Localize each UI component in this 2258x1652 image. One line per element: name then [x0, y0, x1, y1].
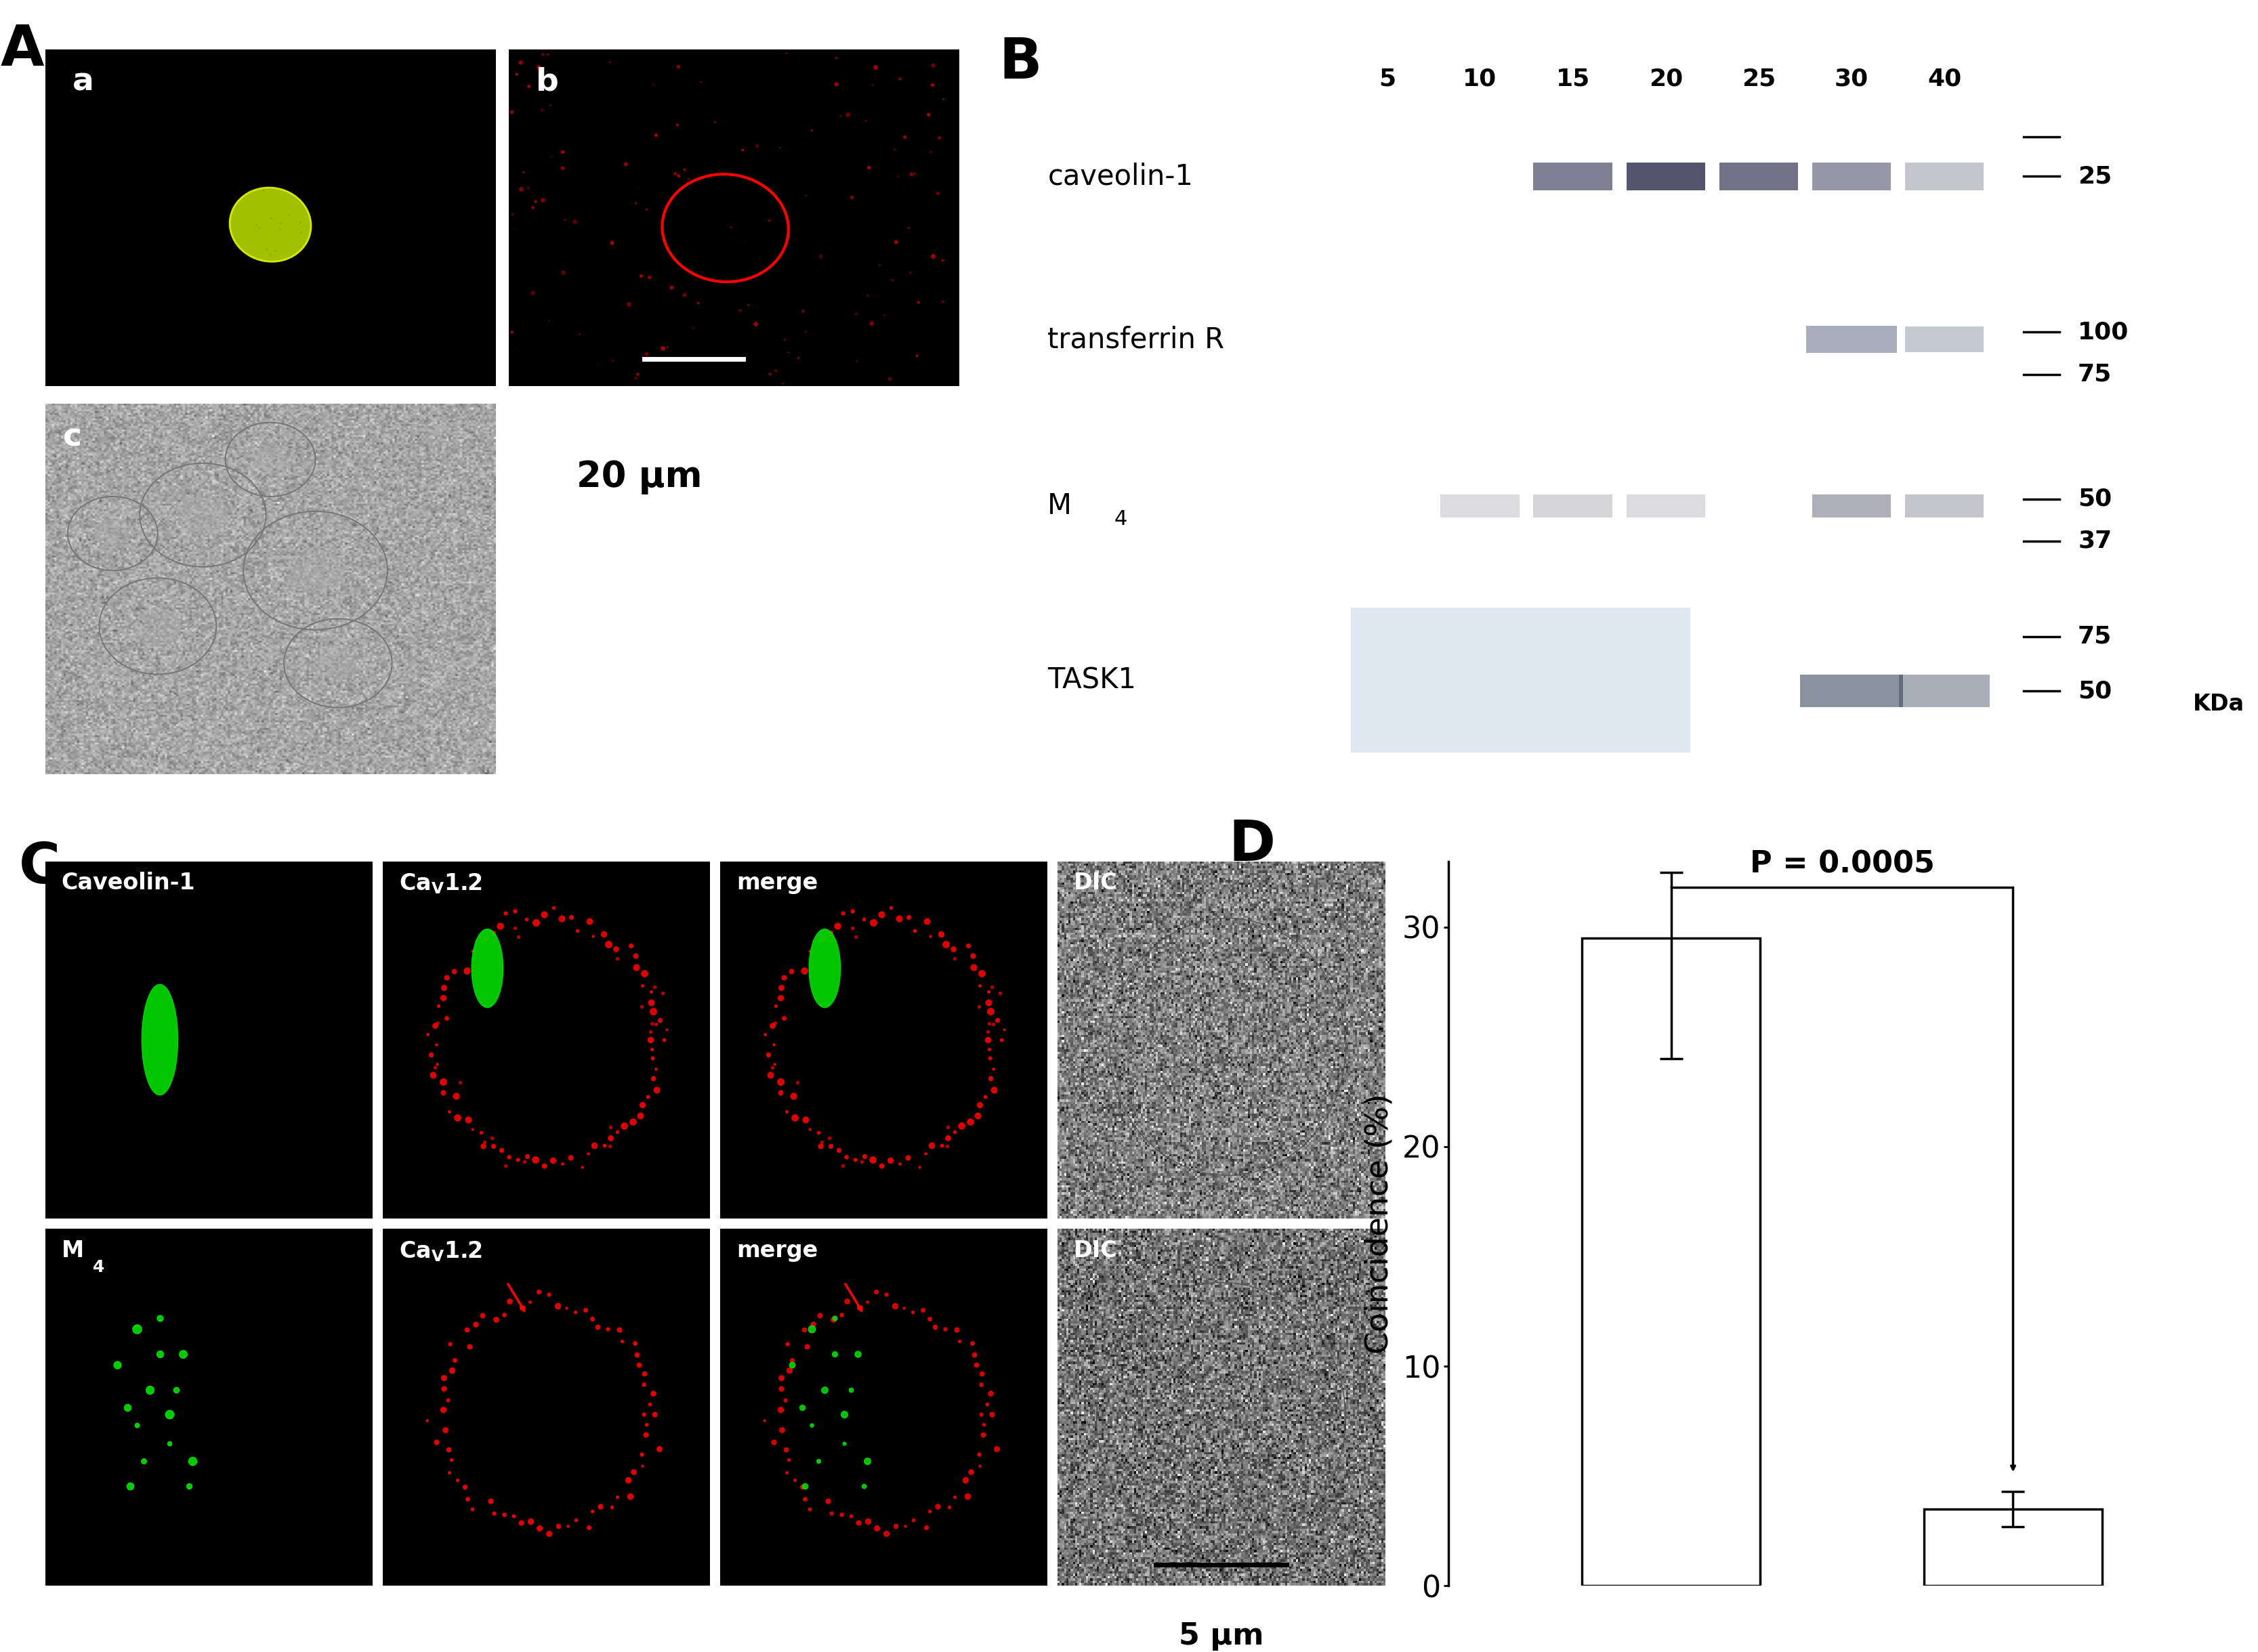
Bar	[1350, 608, 1689, 753]
Text: transferrin R: transferrin R	[1048, 325, 1224, 354]
Text: DIC: DIC	[1073, 1239, 1118, 1262]
Bar	[1899, 674, 1989, 707]
Bar	[1806, 325, 1897, 354]
Polygon shape	[472, 928, 504, 1008]
Text: 100: 100	[2077, 320, 2129, 344]
Bar	[1906, 162, 1985, 190]
Text: M: M	[61, 1239, 84, 1262]
Text: 10: 10	[1463, 68, 1497, 91]
Text: TASK1: TASK1	[1048, 666, 1136, 694]
Bar	[1626, 162, 1705, 190]
Circle shape	[95, 519, 131, 548]
Circle shape	[287, 547, 343, 595]
Text: P = 0.0005: P = 0.0005	[1750, 849, 1935, 879]
Text: 5: 5	[1377, 68, 1395, 91]
Bar	[1718, 162, 1797, 190]
Bar	[1533, 494, 1612, 517]
Text: Caveolin-1: Caveolin-1	[61, 872, 196, 894]
Bar	[1626, 494, 1705, 517]
Text: 50: 50	[2077, 487, 2111, 510]
Polygon shape	[142, 985, 178, 1095]
Bar	[1813, 494, 1890, 517]
Text: 75: 75	[2077, 624, 2111, 648]
Text: caveolin-1: caveolin-1	[1048, 162, 1192, 190]
Text: 5 μm: 5 μm	[1179, 1622, 1264, 1650]
Text: 50: 50	[2077, 679, 2111, 702]
Text: b: b	[535, 66, 560, 97]
Circle shape	[133, 606, 181, 646]
Y-axis label: Coincidence (%): Coincidence (%)	[1364, 1094, 1395, 1355]
Text: DIC: DIC	[1073, 872, 1118, 894]
Text: KDa: KDa	[2193, 692, 2244, 715]
Bar	[1813, 162, 1890, 190]
Bar	[1800, 674, 1903, 707]
Text: 4: 4	[93, 1259, 104, 1275]
Text: 20 μm: 20 μm	[576, 459, 702, 494]
Bar	[1533, 162, 1612, 190]
Bar	[1906, 494, 1985, 517]
Circle shape	[178, 494, 228, 535]
Text: 25: 25	[2077, 165, 2111, 188]
Text: Ca$_\mathregular{V}$1.2: Ca$_\mathregular{V}$1.2	[400, 1239, 483, 1264]
Text: D: D	[1228, 818, 1276, 872]
Bar	[1441, 494, 1520, 517]
Text: 15: 15	[1556, 68, 1590, 91]
Text: 4: 4	[1113, 509, 1127, 529]
Text: c: c	[63, 423, 81, 453]
Text: 25: 25	[1741, 68, 1775, 91]
Text: 40: 40	[1928, 68, 1962, 91]
Polygon shape	[808, 928, 840, 1008]
Text: B: B	[998, 35, 1043, 89]
Text: a: a	[72, 66, 95, 97]
Text: A: A	[0, 23, 43, 78]
Ellipse shape	[230, 188, 312, 261]
Text: 37: 37	[2077, 529, 2111, 552]
Text: 30: 30	[1833, 68, 1870, 91]
Text: merge: merge	[736, 872, 817, 894]
Text: M: M	[1048, 492, 1073, 520]
Text: Ca$_\mathregular{V}$1.2: Ca$_\mathregular{V}$1.2	[400, 872, 483, 895]
Circle shape	[316, 646, 359, 681]
Text: merge: merge	[736, 1239, 817, 1262]
Text: C: C	[18, 839, 61, 895]
Circle shape	[253, 444, 289, 474]
Text: 20: 20	[1648, 68, 1682, 91]
Bar	[1906, 327, 1985, 352]
Bar	[1924, 1508, 2102, 1586]
Text: 75: 75	[2077, 363, 2111, 385]
Bar	[1583, 938, 1759, 1586]
